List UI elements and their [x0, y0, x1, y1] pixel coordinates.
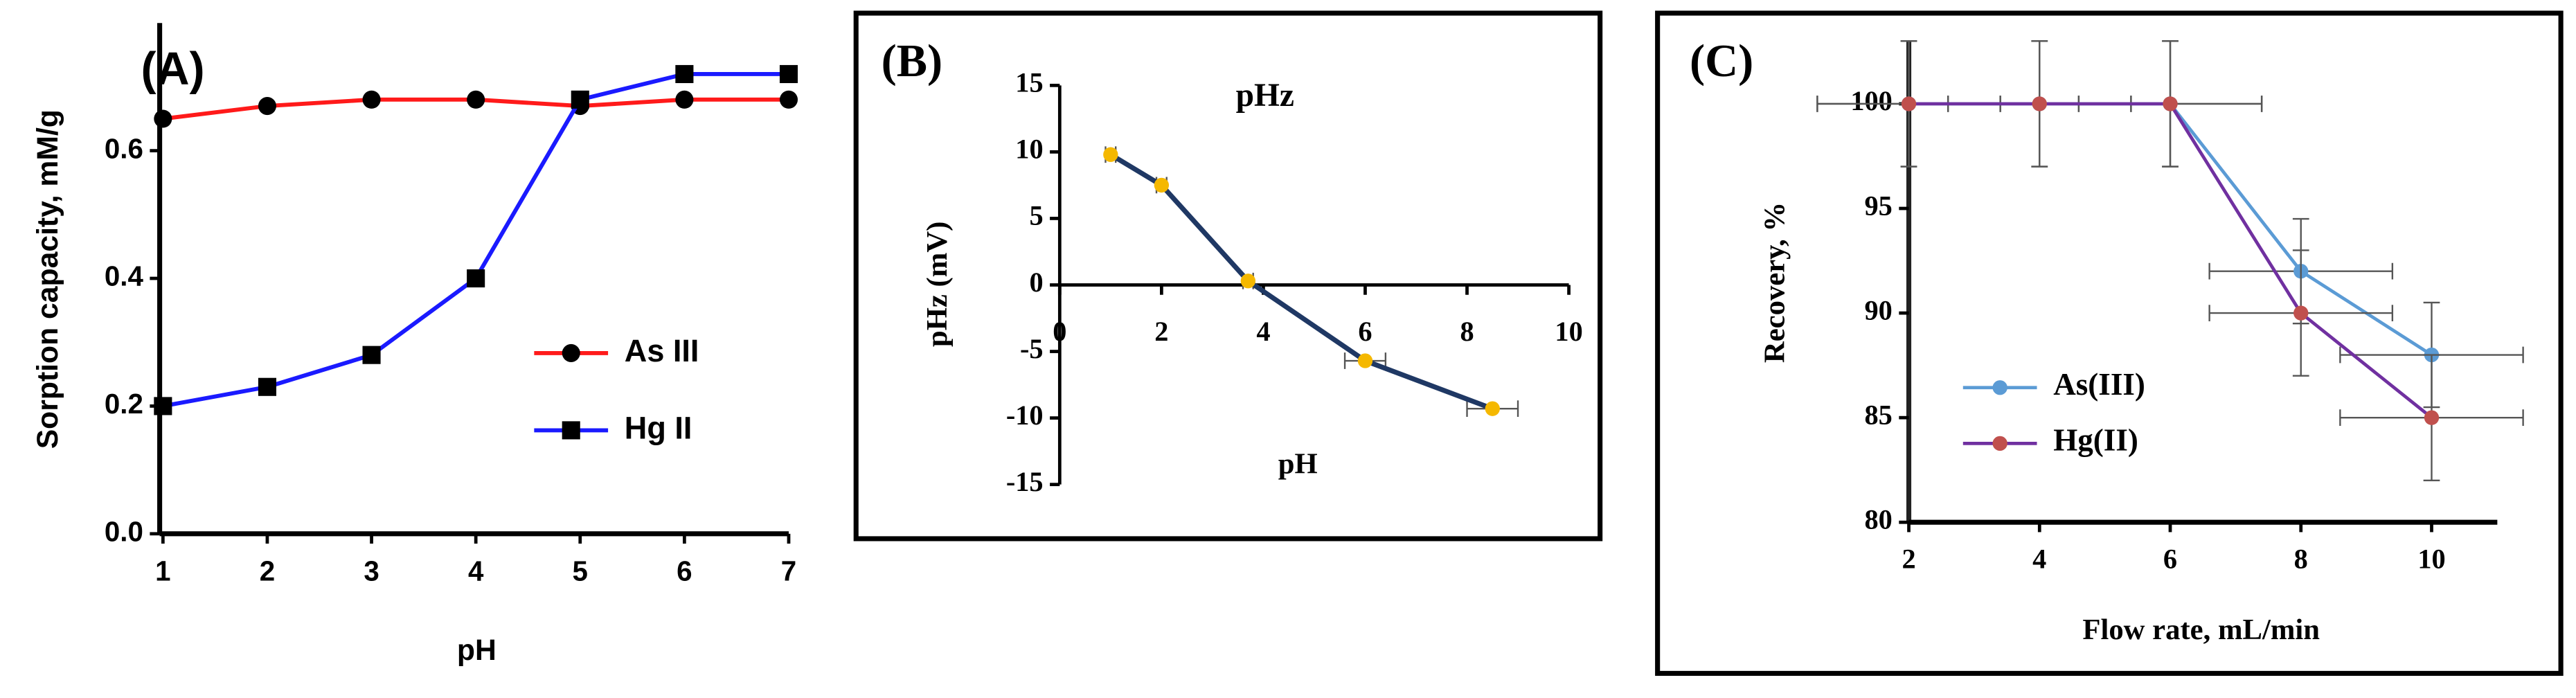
y-tick-label: 80 [1864, 503, 1892, 535]
y-tick-label: 90 [1864, 294, 1892, 325]
panel-frame [1655, 10, 2564, 676]
legend-marker [1992, 436, 2007, 451]
x-tick-label: 10 [2417, 543, 2445, 574]
marker [258, 97, 276, 116]
y-tick-label: 0.2 [105, 388, 143, 420]
chart-title: pHz [1236, 78, 1294, 114]
x-axis-label: pH [1278, 447, 1318, 480]
marker [2163, 96, 2178, 111]
legend-label: As(III) [2053, 367, 2145, 402]
marker [467, 90, 485, 109]
x-tick-label: 1 [155, 555, 170, 587]
marker [1357, 353, 1373, 368]
y-tick-label: 0.0 [105, 515, 143, 547]
panel-b: -15 -10 -5 0 5 10 15 0 2 4 6 8 10 (B) pHz pH pHz (mV) [853, 10, 1603, 542]
y-axis-label: Sorption capacity, mM/g [31, 109, 64, 449]
x-tick-label: 0 [1053, 316, 1066, 347]
marker [675, 90, 694, 109]
marker [362, 346, 381, 364]
marker [2293, 305, 2309, 321]
marker [154, 109, 172, 128]
marker [362, 90, 381, 109]
marker [779, 90, 798, 109]
x-tick-label: 6 [677, 555, 692, 587]
x-tick-label: 2 [260, 555, 275, 587]
marker [1485, 401, 1500, 416]
marker [779, 64, 798, 84]
legend-label: Hg(II) [2053, 423, 2138, 458]
y-tick-label: 5 [1029, 200, 1043, 231]
y-axis-label: pHz (mV) [921, 222, 954, 347]
x-tick-label: 5 [573, 555, 588, 587]
panel-frame [853, 10, 1603, 542]
y-tick-label: 95 [1864, 190, 1892, 221]
x-tick-label: 4 [468, 555, 484, 587]
series-line [1109, 152, 1494, 411]
marker [1240, 274, 1256, 289]
legend-label: Hg II [625, 410, 692, 445]
x-axis-label: Flow rate, mL/min [2082, 614, 2320, 646]
marker [154, 397, 172, 415]
y-tick-label: -10 [1006, 400, 1044, 431]
panel-a: 0.0 0.2 0.4 0.6 1 2 3 4 5 6 7 (A) pH Sorption capacit… [31, 23, 798, 667]
marker [571, 90, 589, 109]
marker [1901, 96, 1917, 111]
legend-marker [562, 421, 580, 440]
y-tick-label: -15 [1006, 466, 1044, 497]
marker [2424, 410, 2440, 425]
y-tick-label: 15 [1015, 67, 1043, 98]
legend-marker [562, 343, 580, 362]
marker [2032, 96, 2047, 111]
panel-c: 80 85 90 95 100 2 4 6 8 10 (C) Flow rate, mL/min Rec… [1655, 10, 2564, 676]
x-tick-label: 4 [2032, 543, 2046, 574]
legend-label: As III [625, 333, 699, 368]
marker [675, 64, 694, 84]
x-tick-label: 8 [2294, 543, 2308, 574]
legend-marker [1992, 380, 2007, 395]
x-tick-label: 7 [781, 555, 796, 587]
y-axis-label: Recovery, % [1759, 202, 1791, 363]
x-tick-label: 3 [364, 555, 379, 587]
x-tick-label: 2 [1154, 316, 1168, 347]
y-tick-label: 85 [1864, 399, 1892, 430]
y-tick-label: 10 [1015, 134, 1043, 165]
x-tick-label: 2 [1902, 543, 1915, 574]
y-tick-label: 0.4 [105, 260, 144, 292]
x-tick-label: 4 [1256, 316, 1270, 347]
marker [1103, 147, 1118, 162]
x-tick-label: 6 [2163, 543, 2177, 574]
y-tick-label: -5 [1020, 333, 1044, 364]
panel-label: (B) [882, 36, 943, 87]
x-tick-label: 8 [1460, 316, 1474, 347]
y-tick-label: 0.6 [105, 132, 143, 164]
x-tick-label: 10 [1555, 316, 1582, 347]
y-tick-label: 100 [1850, 85, 1892, 116]
marker [467, 269, 485, 288]
y-tick-label: 0 [1029, 267, 1043, 298]
x-tick-label: 6 [1358, 316, 1372, 347]
marker [258, 377, 276, 396]
marker [1154, 177, 1170, 193]
panel-label: (A) [141, 44, 204, 95]
x-axis-label: pH [457, 634, 497, 667]
panel-label: (C) [1690, 36, 1753, 87]
